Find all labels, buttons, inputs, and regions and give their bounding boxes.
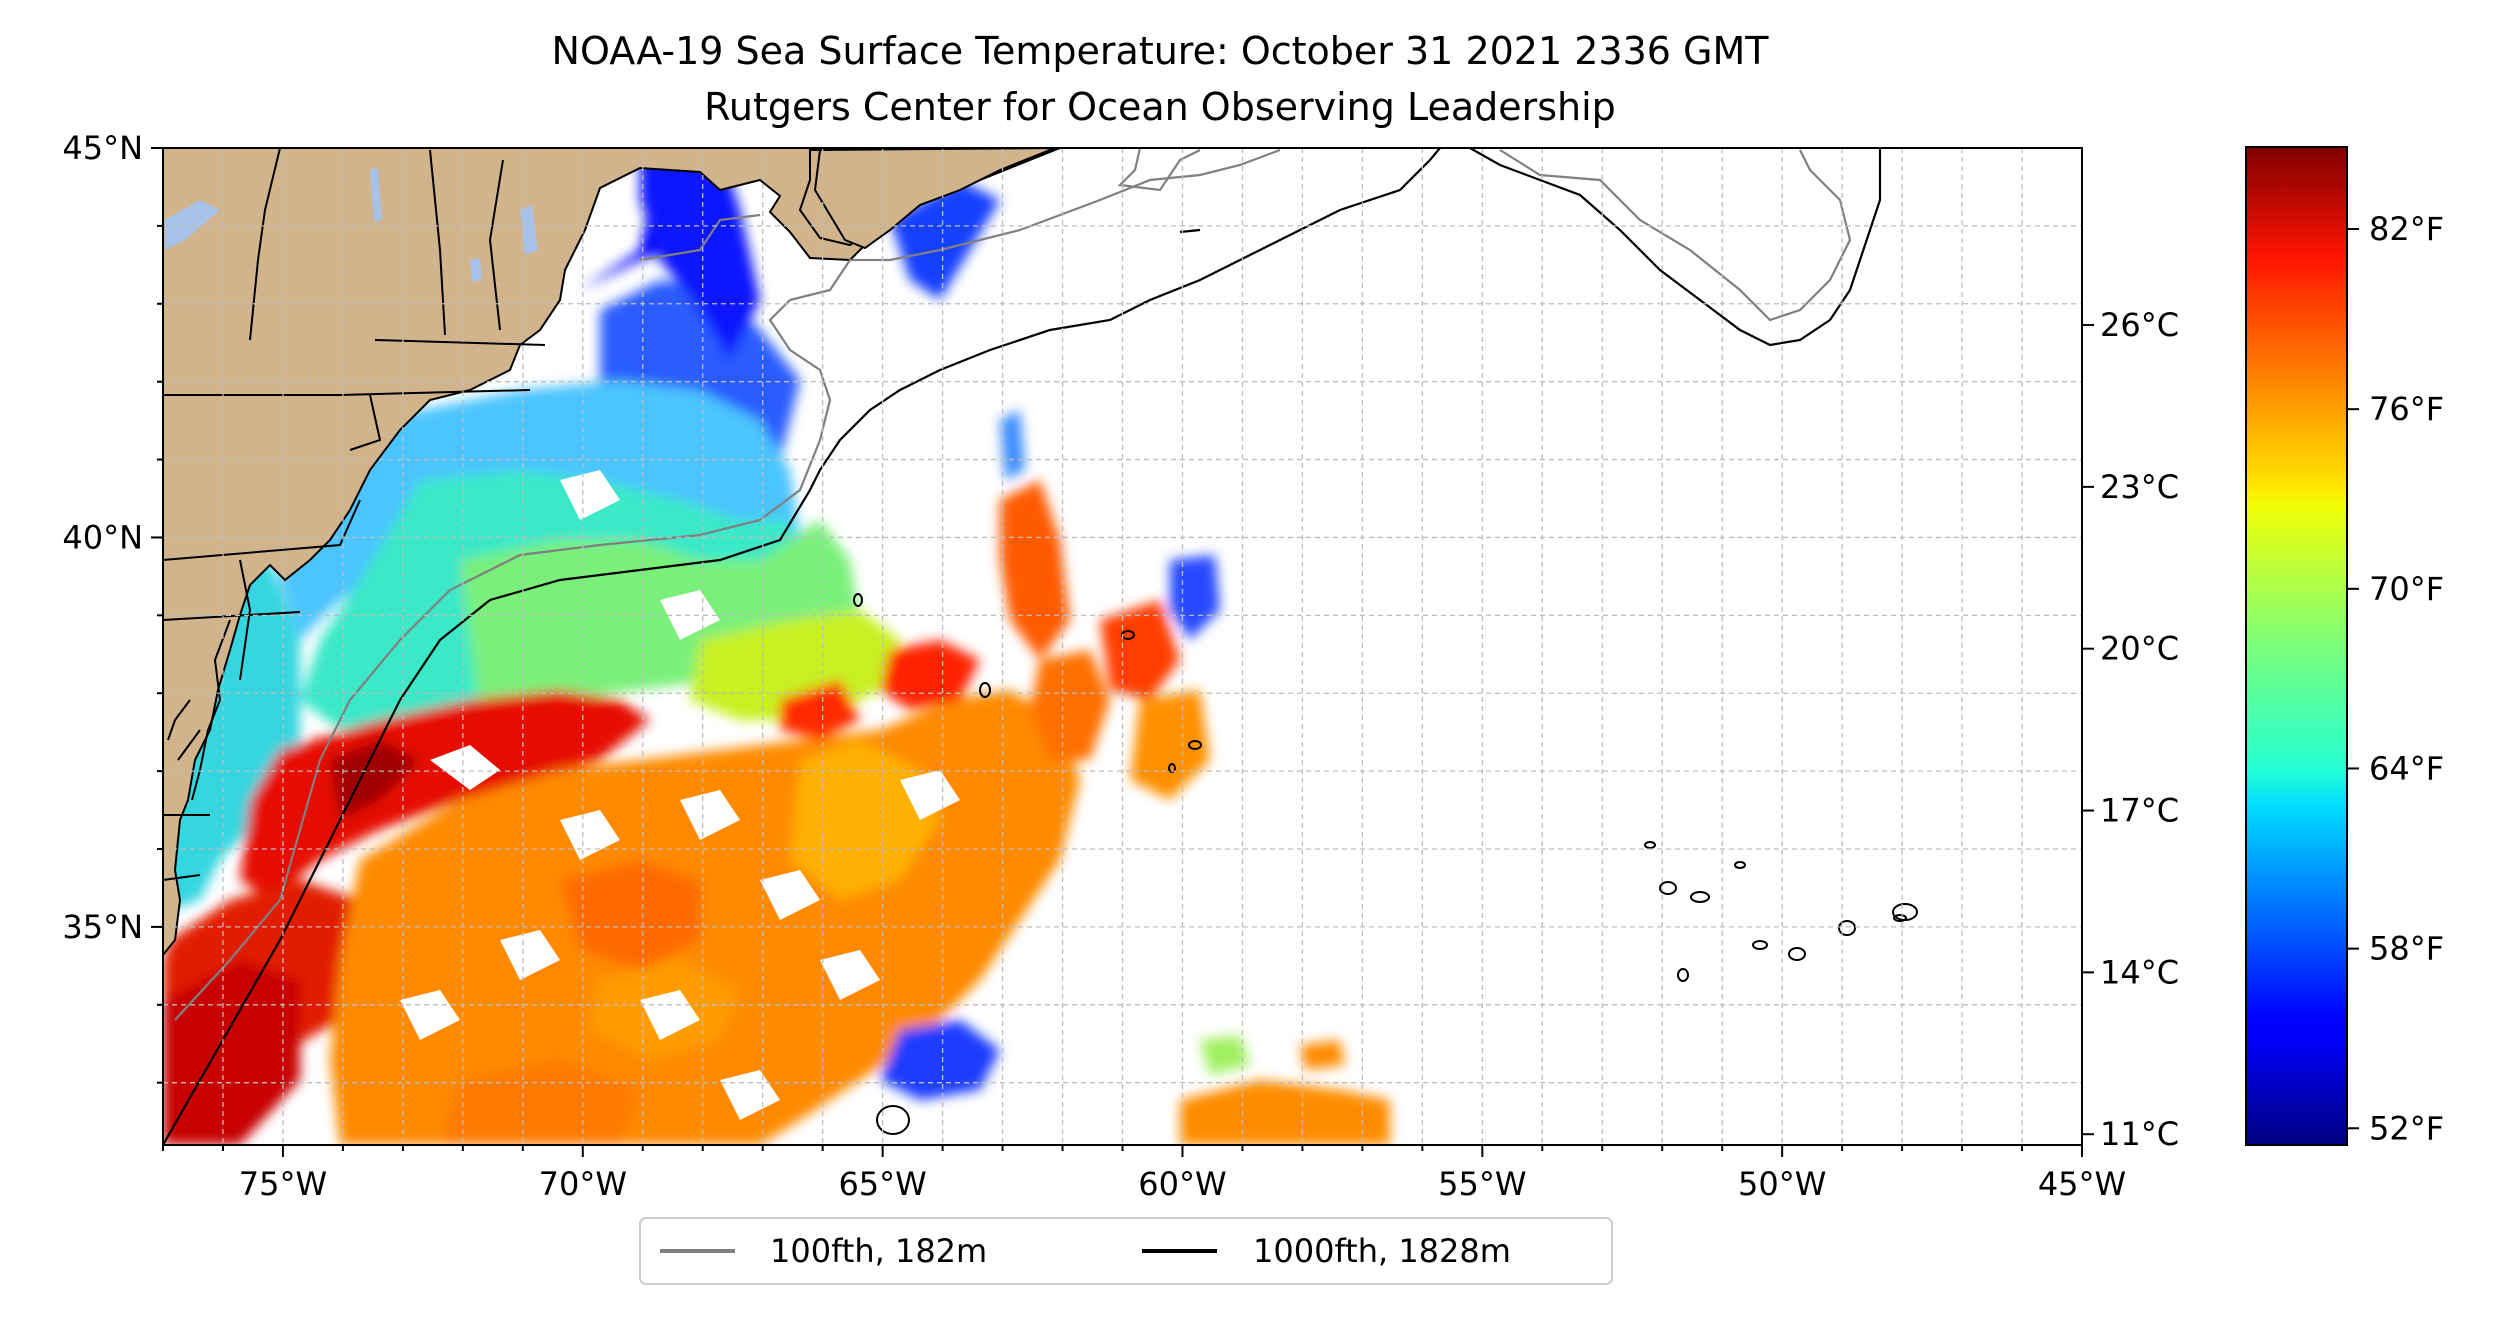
x-tick-label: 50°W — [1738, 1165, 1826, 1203]
fahrenheit-tick-label: 82°F — [2369, 210, 2444, 248]
x-axis: 75°W 70°W 65°W 60°W 55°W 50°W 45°W — [162, 1145, 2126, 1203]
celsius-tick-label: 23°C — [2100, 468, 2179, 506]
legend-label-100fth: 100fth, 182m — [770, 1232, 987, 1270]
celsius-tick-label: 14°C — [2100, 953, 2179, 991]
map-plot-area — [163, 148, 2082, 1145]
colorbar: 11°C 14°C 17°C 20°C 23°C 26°C 52°F 58°F 64°F 70°… — [2082, 146, 2444, 1153]
lakes — [165, 168, 538, 282]
map-title-line-1: NOAA-19 Sea Surface Temperature: October… — [552, 29, 1770, 73]
colorbar-celsius-ticks: 11°C 14°C 17°C 20°C 23°C 26°C — [2082, 306, 2179, 1153]
land-overlay-atlantic-canada — [813, 148, 1056, 250]
x-tick-label: 65°W — [838, 1165, 926, 1203]
celsius-tick-label: 20°C — [2100, 630, 2179, 668]
colorbar-gradient — [2245, 146, 2348, 1146]
gridlines — [163, 148, 2082, 1145]
y-tick-label: 45°N — [62, 129, 143, 167]
x-tick-label: 70°W — [539, 1165, 627, 1203]
fahrenheit-tick-label: 52°F — [2369, 1109, 2444, 1147]
map-title-line-2: Rutgers Center for Ocean Observing Leade… — [704, 85, 1616, 129]
colorbar-fahrenheit-ticks: 52°F 58°F 64°F 70°F 76°F 82°F — [2347, 210, 2444, 1147]
cloud-mask — [400, 470, 960, 1120]
legend: 100fth, 182m 1000fth, 1828m — [639, 1217, 1613, 1285]
fahrenheit-tick-label: 64°F — [2369, 749, 2444, 787]
celsius-tick-label: 17°C — [2100, 792, 2179, 830]
fahrenheit-tick-label: 70°F — [2369, 570, 2444, 608]
chesapeake-bay — [167, 619, 231, 801]
x-tick-label: 60°W — [1138, 1165, 1226, 1203]
legend-box — [639, 1217, 1613, 1285]
isobath-100fth — [174, 148, 1852, 1021]
x-tick-label: 45°W — [2038, 1165, 2126, 1203]
state-borders — [163, 148, 546, 881]
sst-field — [163, 148, 1390, 1145]
isobath-1000fth — [163, 148, 1882, 1145]
celsius-tick-label: 26°C — [2100, 306, 2179, 344]
legend-label-1000fth: 1000fth, 1828m — [1253, 1232, 1511, 1270]
fahrenheit-tick-label: 76°F — [2369, 390, 2444, 428]
x-tick-label: 55°W — [1438, 1165, 1526, 1203]
celsius-tick-label: 11°C — [2100, 1115, 2179, 1153]
x-tick-label: 75°W — [239, 1165, 327, 1203]
y-tick-label: 35°N — [62, 908, 143, 946]
y-axis: 45°N 40°N 35°N — [62, 129, 163, 1084]
fahrenheit-tick-label: 58°F — [2369, 930, 2444, 968]
y-tick-label: 40°N — [62, 518, 143, 556]
seamounts — [853, 593, 1918, 1135]
